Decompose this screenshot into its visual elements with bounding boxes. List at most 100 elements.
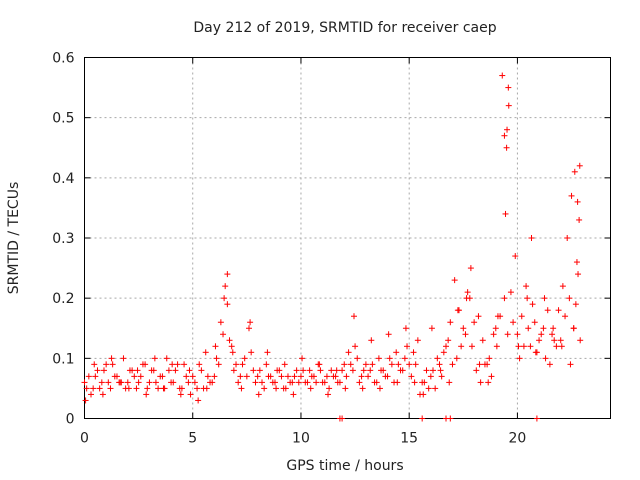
data-point [440,349,447,356]
data-point [549,331,556,338]
data-point [520,343,527,350]
data-point [576,162,583,169]
data-point [395,361,402,368]
data-point [299,355,306,362]
data-point [358,373,365,380]
data-point [550,325,557,332]
data-point [542,355,549,362]
data-point [83,385,90,392]
x-tick-label: 5 [188,431,197,447]
data-point [243,373,250,380]
data-point [468,343,475,350]
data-point [313,379,320,386]
y-tick-label: 0.6 [52,51,74,67]
data-point [170,379,177,386]
data-point [436,361,443,368]
y-tick-label: 0 [66,412,75,428]
data-point [146,379,153,386]
data-point [328,367,335,374]
data-point [108,355,115,362]
axis-ticks [84,57,611,419]
data-point [226,337,233,344]
data-point [568,192,575,199]
data-point [96,385,103,392]
data-point [124,379,131,386]
data-point [447,415,454,422]
data-point [134,367,141,374]
data-point [566,295,573,302]
data-point [486,355,493,362]
data-point [222,283,229,290]
x-tick-labels: 0 5 10 15 20 [80,431,526,447]
data-point [87,391,94,398]
data-point [100,367,107,374]
data-point [221,295,228,302]
data-point [505,84,512,91]
y-tick-labels: 0 0.1 0.2 0.3 0.4 0.5 0.6 [52,51,74,428]
data-point [230,367,237,374]
data-point [273,385,280,392]
data-point [238,385,245,392]
data-point [438,373,445,380]
data-point [295,379,302,386]
data-point [189,373,196,380]
data-point [341,361,348,368]
data-point [525,325,532,332]
data-point [224,271,231,278]
data-point [504,331,511,338]
data-point [577,337,584,344]
data-point [139,361,146,368]
data-point [143,391,150,398]
data-point [518,313,525,320]
data-point [157,373,164,380]
data-point [178,385,185,392]
data-point [304,379,311,386]
data-point [198,367,205,374]
data-point [485,379,492,386]
data-point [133,385,140,392]
data-point [160,385,167,392]
data-point [559,283,566,290]
data-point [531,319,538,326]
y-tick-label: 0.3 [52,231,74,247]
data-point [109,361,116,368]
data-point [507,289,514,296]
data-point [447,319,454,326]
data-point [481,361,488,368]
data-point [477,379,484,386]
data-point [233,361,240,368]
data-point [368,337,375,344]
data-point [394,379,401,386]
data-point [356,379,363,386]
data-point [85,373,92,380]
data-point [479,337,486,344]
data-point [445,337,452,344]
data-point [300,367,307,374]
data-point [186,367,193,374]
data-point [235,379,242,386]
data-point [248,349,255,356]
data-point [256,367,263,374]
data-point [228,343,235,350]
data-point [90,385,97,392]
data-point [278,373,285,380]
data-point [169,361,176,368]
data-point [269,379,276,386]
data-point [365,373,372,380]
data-point [410,349,417,356]
data-point [375,355,382,362]
data-point [567,361,574,368]
data-point [502,210,509,217]
data-point [339,415,346,422]
data-point [306,367,313,374]
data-point [546,361,553,368]
data-point [574,198,581,205]
data-point [442,343,449,350]
data-point [411,379,418,386]
x-tick-label: 0 [80,431,89,447]
data-point [103,361,110,368]
data-point [541,295,548,302]
data-point [349,367,356,374]
data-points [81,72,584,422]
data-point [333,367,340,374]
